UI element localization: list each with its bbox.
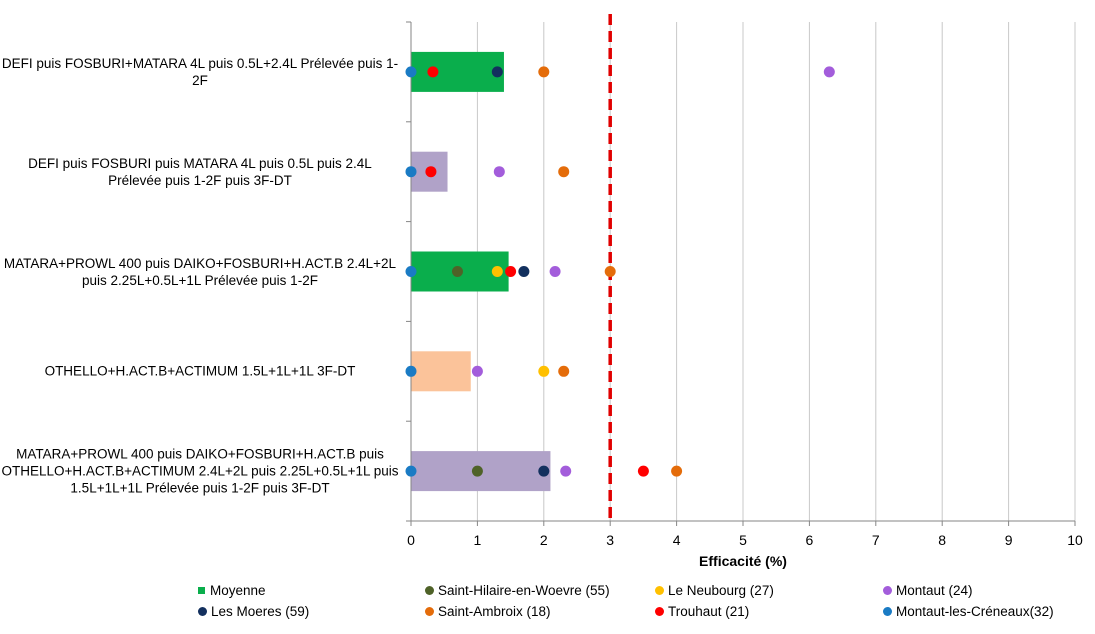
data-point <box>538 465 550 477</box>
data-point <box>505 266 517 277</box>
data-point <box>558 166 570 178</box>
x-tick-label: 10 <box>1067 532 1083 548</box>
data-point <box>405 66 417 78</box>
x-tick-label: 0 <box>407 532 415 548</box>
legend-item: Moyenne <box>198 583 266 598</box>
legend-swatch <box>198 607 207 616</box>
data-point <box>491 66 503 78</box>
y-tick-label: MATARA+PROWL 400 puis DAIKO+FOSBURI+H.AC… <box>3 255 397 288</box>
data-point <box>518 266 530 277</box>
legend-item: Montaut-les-Créneaux(32) <box>883 604 1054 619</box>
data-point <box>560 465 572 477</box>
data-point <box>451 266 463 277</box>
legend-item: Trouhaut (21) <box>655 604 749 619</box>
data-point <box>493 166 505 178</box>
bars <box>411 51 551 492</box>
x-tick-label: 1 <box>474 532 482 548</box>
data-point <box>405 266 417 277</box>
legend-item: Montaut (24) <box>883 583 973 598</box>
bar <box>411 351 471 392</box>
legend-swatch <box>198 587 205 594</box>
y-tick-label: DEFI puis FOSBURI+MATARA 4L puis 0.5L+2.… <box>1 55 399 88</box>
x-tick-label: 8 <box>938 532 946 548</box>
x-tick-label: 7 <box>872 532 880 548</box>
data-point <box>558 365 570 377</box>
legend-item: Le Neubourg (27) <box>655 583 774 598</box>
axes: 0 1 2 3 4 5 6 7 8 9 10 <box>406 21 1083 548</box>
legend-item: Saint-Hilaire-en-Woevre (55) <box>425 583 610 598</box>
y-tick-label: OTHELLO+H.ACT.B+ACTIMUM 1.5L+1L+1L 3F-DT <box>44 363 356 379</box>
legend-label: Saint-Ambroix (18) <box>438 604 551 619</box>
data-point <box>671 465 683 477</box>
legend-swatch <box>425 586 434 595</box>
x-tick-label: 3 <box>606 532 614 548</box>
legend-item: Les Moeres (59) <box>198 604 309 619</box>
x-tick-label: 9 <box>1005 532 1013 548</box>
x-tick-label: 4 <box>673 532 681 548</box>
data-point <box>425 166 437 178</box>
gridlines <box>476 22 1076 521</box>
legend-label: Montaut (24) <box>896 583 973 598</box>
x-tick-label: 6 <box>806 532 814 548</box>
x-axis-title: Efficacité (%) <box>699 553 787 569</box>
legend-label: Le Neubourg (27) <box>668 583 774 598</box>
legend-label: Trouhaut (21) <box>668 604 750 619</box>
data-point <box>405 465 417 477</box>
bar <box>411 51 504 92</box>
legend-label: Montaut-les-Créneaux(32) <box>896 604 1054 619</box>
y-tick-label: DEFI puis FOSBURI puis MATARA 4L puis 0.… <box>28 155 372 188</box>
x-tick-label: 5 <box>739 532 747 548</box>
data-point <box>604 266 616 277</box>
legend-label: Les Moeres (59) <box>211 604 310 619</box>
data-point <box>823 66 835 78</box>
data-point <box>538 66 550 78</box>
data-point <box>471 365 483 377</box>
legend: Moyenne Saint-Hilaire-en-Woevre (55) Le Ne… <box>0 580 1095 630</box>
data-point <box>549 266 561 277</box>
data-point <box>491 266 503 277</box>
data-point <box>405 365 417 377</box>
legend-swatch <box>655 607 664 616</box>
legend-swatch <box>425 607 434 616</box>
data-point <box>427 66 439 78</box>
y-tick-label: MATARA+PROWL 400 puis DAIKO+FOSBURI+H.AC… <box>1 446 399 496</box>
data-point <box>405 166 417 178</box>
legend-label: Saint-Hilaire-en-Woevre (55) <box>438 583 610 598</box>
legend-label: Moyenne <box>210 583 266 598</box>
chart-plot: 0 1 2 3 4 5 6 7 8 9 10 Efficacité (%) <box>405 14 1083 569</box>
legend-swatch <box>883 586 892 595</box>
legend-item: Saint-Ambroix (18) <box>425 604 551 619</box>
legend-swatch <box>655 586 664 595</box>
legend-swatch <box>883 607 892 616</box>
data-point <box>637 465 649 477</box>
points <box>405 66 835 477</box>
x-tick-label: 2 <box>540 532 548 548</box>
data-point <box>471 465 483 477</box>
data-point <box>538 365 550 377</box>
